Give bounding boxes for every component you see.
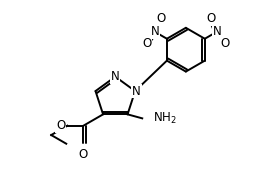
Text: O: O [220, 37, 230, 50]
Text: O: O [156, 12, 166, 25]
Text: O: O [79, 148, 88, 161]
Text: N: N [111, 70, 120, 83]
Text: N: N [132, 85, 141, 98]
Text: O: O [142, 37, 151, 50]
Text: N: N [151, 25, 159, 38]
Text: O: O [56, 119, 65, 132]
Text: O: O [206, 12, 215, 25]
Text: NH$_2$: NH$_2$ [153, 111, 177, 126]
Text: N: N [212, 25, 221, 38]
